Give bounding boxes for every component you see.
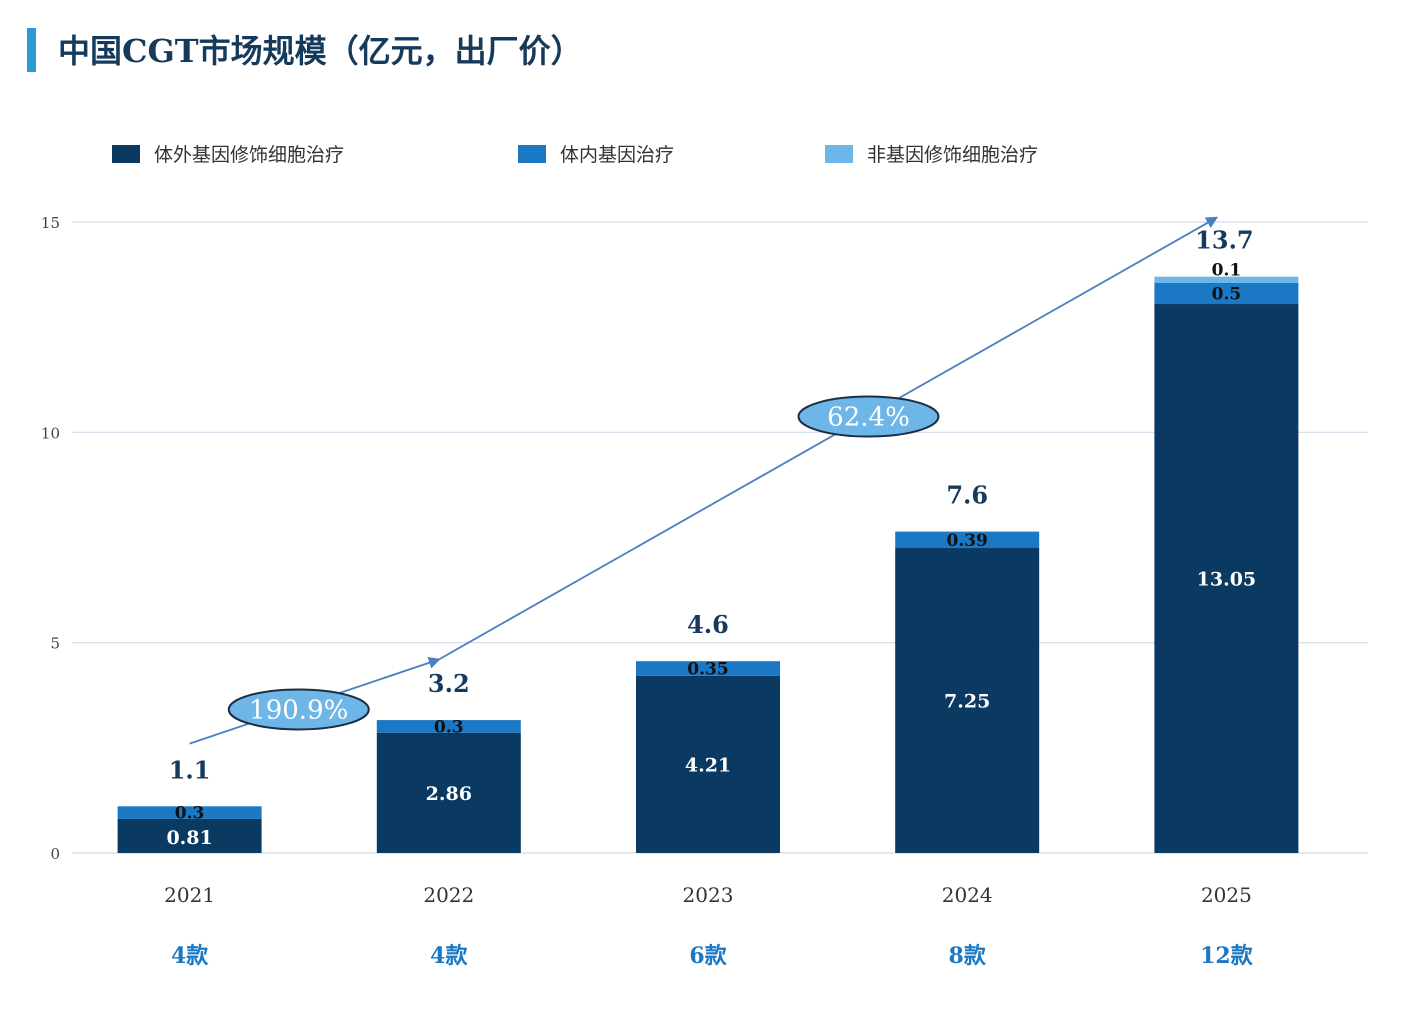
bar-label-2025-series-1: 0.5 (1212, 285, 1242, 305)
x-tick-label-2025: 2025 (1201, 883, 1252, 907)
legend-label-in-vivo: 体内基因治疗 (560, 144, 675, 166)
bar-label-2024-series-0: 7.25 (944, 691, 990, 713)
bar-label-2024-series-1: 0.39 (946, 531, 987, 551)
y-tick-label-1: 5 (50, 635, 60, 653)
x-tick-label-2024: 2024 (942, 883, 993, 907)
bar-2025-series-2 (1154, 276, 1299, 283)
growth-badge-0 (227, 688, 370, 731)
total-label-2022: 3.2 (428, 669, 470, 698)
legend-item-in-vivo: 体内基因治疗 (518, 140, 674, 167)
bar-label-2022-series-0: 2.86 (426, 783, 472, 805)
x-tick-label-2021: 2021 (164, 883, 215, 907)
y-tick-label-2: 10 (41, 424, 60, 442)
x-tick-label-2023: 2023 (683, 883, 734, 907)
title-accent-bar (27, 28, 36, 72)
legend-label-non-modified: 非基因修饰细胞治疗 (867, 144, 1039, 166)
growth-arrow-1 (438, 216, 1219, 661)
bar-label-2025-series-2: 0.1 (1212, 261, 1242, 281)
bar-2024-series-1 (895, 531, 1040, 549)
y-tick-label-3: 15 (41, 214, 60, 232)
product-count-2023: 6款 (689, 943, 727, 969)
product-count-2024: 8款 (949, 943, 987, 969)
bar-2025-series-0 (1154, 304, 1299, 853)
total-label-2023: 4.6 (687, 610, 729, 639)
bar-2022-series-1 (376, 720, 521, 733)
legend-swatch-non-modified (825, 144, 853, 163)
total-label-2024: 7.6 (946, 481, 988, 510)
product-count-2022: 4款 (430, 943, 468, 969)
bar-label-2022-series-1: 0.3 (434, 717, 464, 737)
bar-2021-series-0 (117, 818, 262, 853)
bar-label-2023-series-0: 4.21 (685, 754, 731, 776)
bar-2022-series-0 (376, 732, 521, 853)
legend-item-ex-vivo: 体外基因修饰细胞治疗 (112, 140, 344, 167)
legend-swatch-ex-vivo (112, 144, 140, 163)
growth-rate-label-1: 62.4% (827, 403, 910, 433)
x-tick-label-2022: 2022 (423, 883, 474, 907)
bar-2024-series-0 (895, 548, 1040, 853)
bar-label-2021-series-0: 0.81 (166, 827, 212, 849)
bar-2023-series-1 (636, 661, 780, 676)
legend-swatch-in-vivo (518, 144, 546, 163)
bar-label-2025-series-0: 13.05 (1197, 569, 1257, 591)
legend-label-ex-vivo: 体外基因修饰细胞治疗 (154, 144, 345, 166)
bar-label-2023-series-1: 0.35 (687, 660, 728, 680)
bar-2023-series-0 (636, 675, 780, 853)
product-count-2025: 12款 (1200, 943, 1254, 969)
y-tick-label-0: 0 (50, 845, 60, 863)
bar-label-2021-series-1: 0.3 (175, 804, 205, 824)
legend: 体外基因修饰细胞治疗 体内基因治疗 非基因修饰细胞治疗 (0, 140, 1410, 174)
product-count-2021: 4款 (171, 943, 209, 969)
growth-badge-1 (797, 395, 940, 438)
bar-2021-series-1 (117, 806, 262, 819)
chart-title: 中国CGT市场规模（亿元，出厂价） (58, 32, 583, 70)
total-label-2021: 1.1 (169, 755, 211, 784)
total-label-2025: 13.7 (1195, 226, 1253, 255)
growth-rate-label-0: 190.9% (249, 695, 348, 725)
bar-2025-series-1 (1154, 282, 1299, 305)
legend-item-non-modified: 非基因修饰细胞治疗 (825, 140, 1038, 167)
